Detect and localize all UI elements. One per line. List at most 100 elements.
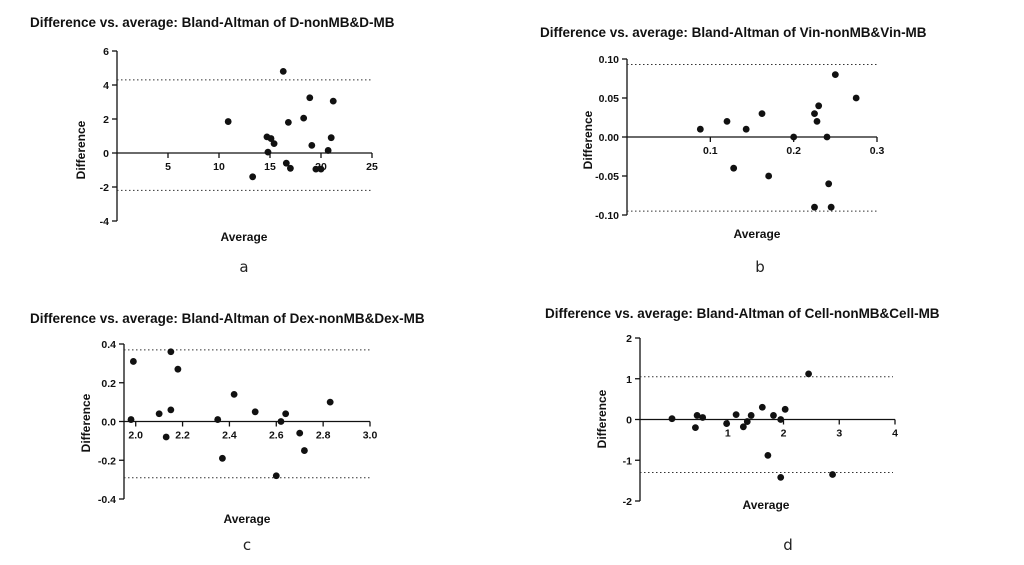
y-tick-label: 0.2	[101, 378, 116, 390]
data-point	[326, 398, 334, 406]
data-point	[811, 110, 818, 117]
data-point	[723, 420, 731, 427]
y-axis-label: Difference	[595, 389, 609, 448]
data-point	[777, 473, 785, 481]
data-point	[284, 119, 292, 126]
y-tick-label: -0.05	[595, 171, 619, 183]
chart-panel-b: Difference vs. average: Bland-Altman of …	[540, 25, 927, 276]
y-tick-label: -4	[100, 216, 109, 228]
x-tick-label: 4	[892, 428, 898, 440]
data-point	[758, 110, 766, 117]
data-point	[815, 102, 823, 110]
data-point	[308, 141, 316, 149]
x-axis-label: Average	[221, 230, 268, 244]
data-point	[327, 134, 335, 142]
y-tick-label: 6	[103, 46, 109, 58]
y-tick-label: 4	[103, 80, 109, 92]
y-tick-label: 0.10	[599, 54, 620, 66]
data-point	[219, 454, 226, 462]
data-point	[743, 418, 751, 425]
x-tick-label: 0.2	[786, 145, 801, 157]
chart-panel-a: Difference vs. average: Bland-Altman of …	[30, 15, 395, 276]
x-tick-label: 5	[165, 161, 171, 173]
data-point	[167, 348, 175, 356]
x-axis-label: Average	[743, 498, 790, 512]
data-point	[747, 412, 755, 419]
y-tick-label: -1	[623, 455, 632, 467]
panel-label: a	[239, 258, 248, 276]
data-point	[162, 433, 170, 441]
x-axis-label: Average	[224, 512, 271, 526]
data-point	[127, 416, 135, 423]
chart-panel-d: Difference vs. average: Bland-Altman of …	[545, 306, 940, 554]
data-point	[174, 365, 182, 373]
data-point	[829, 471, 836, 478]
data-point	[758, 403, 766, 411]
y-tick-label: 1	[626, 374, 632, 386]
data-point	[739, 423, 747, 431]
y-tick-label: 0	[103, 148, 109, 160]
x-tick-label: 2.0	[128, 430, 143, 442]
data-point	[668, 415, 676, 423]
x-tick-label: 0.3	[870, 145, 885, 157]
x-tick-label: 2	[781, 428, 787, 440]
y-tick-label: -0.2	[98, 455, 116, 467]
data-point	[296, 429, 304, 437]
x-tick-label: 25	[366, 161, 378, 173]
data-point	[831, 71, 839, 78]
x-tick-label: 10	[213, 161, 225, 173]
data-point	[317, 165, 325, 173]
chart-panel-c: Difference vs. average: Bland-Altman of …	[30, 311, 425, 554]
data-point	[167, 406, 175, 414]
data-point	[765, 172, 773, 180]
chart-title: Difference vs. average: Bland-Altman of …	[545, 306, 940, 321]
x-tick-label: 3.0	[363, 430, 378, 442]
data-point	[230, 390, 238, 398]
x-tick-label: 2.4	[222, 430, 237, 442]
data-point	[272, 472, 280, 480]
y-tick-label: -0.10	[595, 210, 619, 222]
chart-title: Difference vs. average: Bland-Altman of …	[540, 25, 927, 40]
data-point	[699, 414, 707, 421]
y-tick-label: 0.05	[599, 93, 620, 105]
y-tick-label: 0.4	[101, 339, 116, 351]
x-tick-label: 2.8	[316, 430, 331, 442]
data-point	[270, 140, 278, 148]
y-tick-label: -2	[100, 182, 109, 194]
x-tick-label: 1	[725, 428, 731, 440]
data-point	[742, 125, 750, 133]
data-point	[251, 408, 259, 416]
data-point	[692, 424, 699, 432]
data-point	[696, 125, 704, 133]
data-point	[825, 180, 833, 188]
y-tick-label: 0.00	[599, 132, 620, 144]
chart-title: Difference vs. average: Bland-Altman of …	[30, 15, 395, 30]
data-point	[770, 412, 777, 419]
y-tick-label: -2	[623, 496, 632, 508]
data-point	[287, 164, 294, 172]
panel-label: c	[243, 536, 251, 554]
data-point	[732, 411, 740, 419]
data-point	[267, 135, 275, 142]
data-point	[224, 118, 232, 125]
data-point	[764, 451, 772, 459]
data-point	[777, 416, 785, 423]
data-point	[324, 147, 332, 154]
data-point	[811, 203, 818, 211]
data-point	[282, 159, 290, 167]
y-axis-label: Difference	[74, 120, 88, 179]
y-tick-label: -0.4	[98, 494, 116, 506]
y-axis-label: Difference	[581, 110, 595, 169]
x-tick-label: 0.1	[703, 145, 718, 157]
y-tick-label: 2	[626, 333, 632, 345]
y-tick-label: 2	[103, 114, 109, 126]
panel-label: d	[783, 536, 793, 554]
data-point	[790, 133, 798, 141]
data-point	[249, 173, 257, 181]
x-tick-label: 2.6	[269, 430, 284, 442]
data-point	[827, 203, 835, 211]
x-tick-label: 2.2	[175, 430, 190, 442]
data-point	[129, 358, 137, 365]
data-point	[282, 410, 290, 418]
